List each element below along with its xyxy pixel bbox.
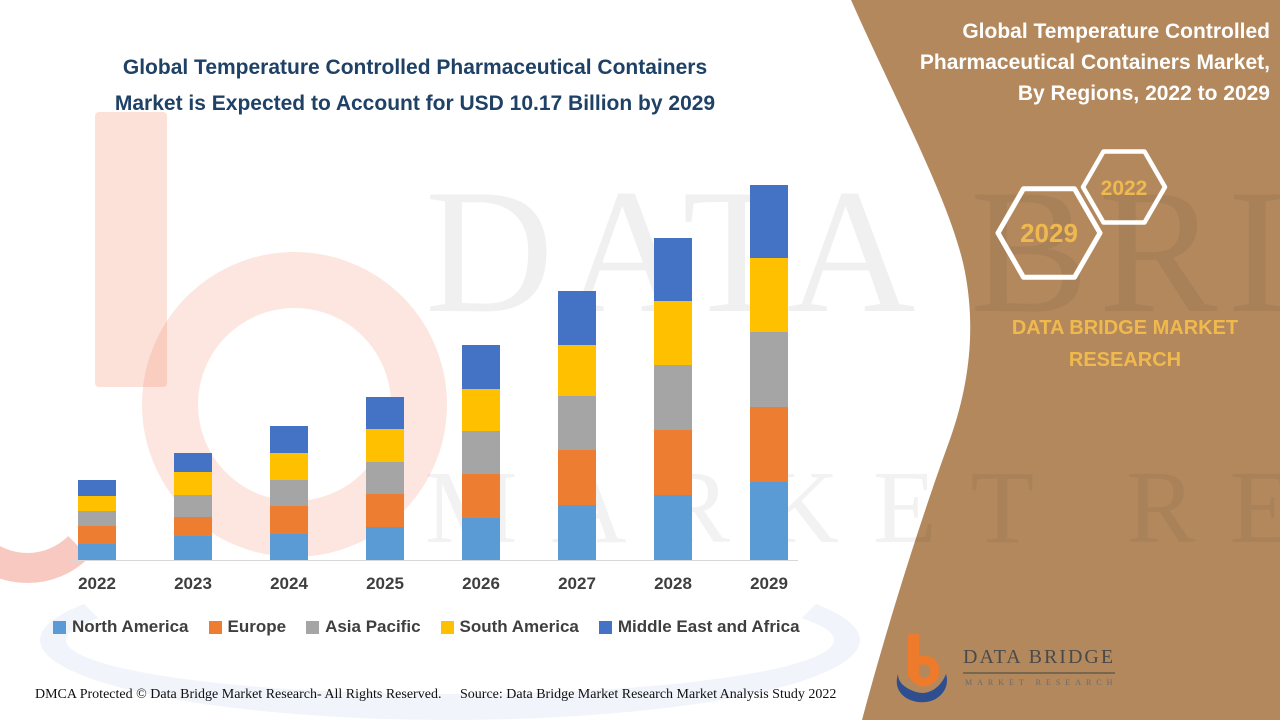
legend-swatch-icon [208, 620, 222, 634]
legend-swatch-icon [440, 620, 454, 634]
footer-source-text: Source: Data Bridge Market Research Mark… [460, 687, 837, 702]
bar-segment-2026-north-america [462, 518, 500, 561]
x-axis-label-2026: 2026 [462, 574, 500, 593]
bar-segment-2022-europe [78, 526, 116, 544]
legend-swatch-icon [306, 620, 320, 634]
bar-segment-2027-middle-east-and-africa [558, 291, 596, 345]
bar-2026 [462, 345, 500, 561]
bar-segment-2026-south-america [462, 389, 500, 431]
logo-subtext: MARKET RESEARCH [965, 678, 1118, 687]
legend-item-middle-east-and-africa: Middle East and Africa [598, 617, 800, 637]
brand-text: DATA BRIDGE MARKET RESEARCH [1011, 317, 1239, 371]
x-axis-label-2025: 2025 [366, 574, 404, 593]
bar-segment-2022-middle-east-and-africa [78, 480, 116, 496]
bar-segment-2025-europe [366, 494, 404, 527]
bar-segment-2025-asia-pacific [366, 462, 404, 494]
bar-segment-2029-europe [750, 407, 788, 482]
x-axis-label-2029: 2029 [750, 574, 788, 593]
bar-segment-2024-south-america [270, 453, 308, 480]
legend-label: Asia Pacific [325, 617, 421, 636]
bar-segment-2024-middle-east-and-africa [270, 426, 308, 453]
legend-item-europe: Europe [208, 617, 287, 637]
bar-segment-2029-asia-pacific [750, 332, 788, 407]
legend-swatch-icon [53, 620, 66, 634]
bar-segment-2024-north-america [270, 534, 308, 561]
footer-dmca-text: DMCA Protected © Data Bridge Market Rese… [35, 687, 442, 702]
bar-segment-2026-middle-east-and-africa [462, 345, 500, 389]
bar-segment-2025-south-america [366, 429, 404, 462]
bar-segment-2028-south-america [654, 301, 692, 365]
bar-segment-2028-middle-east-and-africa [654, 238, 692, 301]
x-axis-label-2022: 2022 [78, 574, 116, 593]
bar-segment-2027-south-america [558, 345, 596, 396]
x-axis-line [72, 560, 798, 561]
bar-2029 [750, 185, 788, 561]
bar-segment-2027-asia-pacific [558, 396, 596, 450]
bar-segment-2025-north-america [366, 527, 404, 561]
bar-segment-2022-asia-pacific [78, 511, 116, 526]
bar-segment-2027-north-america [558, 505, 596, 561]
bar-segment-2023-asia-pacific [174, 495, 212, 517]
legend-label: Middle East and Africa [617, 617, 800, 636]
bar-segment-2023-middle-east-and-africa [174, 453, 212, 472]
legend-label: Europe [227, 617, 287, 636]
bar-segment-2027-europe [558, 450, 596, 505]
bar-segment-2029-south-america [750, 258, 788, 332]
bar-segment-2023-europe [174, 517, 212, 536]
sidebar-title: Global Temperature Controlled Pharmaceut… [919, 20, 1270, 105]
bar-segment-2022-south-america [78, 496, 116, 511]
legend-swatch-icon [598, 620, 612, 634]
bar-segment-2024-asia-pacific [270, 480, 308, 506]
bar-segment-2026-asia-pacific [462, 431, 500, 474]
bar-segment-2028-europe [654, 430, 692, 495]
x-axis-label-2027: 2027 [558, 574, 596, 593]
bar-segment-2023-south-america [174, 472, 212, 495]
x-axis-label-2028: 2028 [654, 574, 692, 593]
bar-segment-2025-middle-east-and-africa [366, 397, 404, 429]
bar-segment-2028-asia-pacific [654, 365, 692, 430]
x-axis-label-2024: 2024 [270, 574, 308, 593]
bar-2025 [366, 397, 404, 561]
legend-item-north-america: North America [53, 617, 189, 637]
bar-2024 [270, 426, 308, 561]
bar-2023 [174, 453, 212, 561]
bar-segment-2023-north-america [174, 536, 212, 561]
bar-segment-2028-north-america [654, 495, 692, 561]
bar-2028 [654, 238, 692, 561]
chart-title: Global Temperature Controlled Pharmaceut… [114, 56, 716, 115]
bar-2027 [558, 291, 596, 561]
bar-segment-2029-middle-east-and-africa [750, 185, 788, 258]
legend: North America Europe Asia Pacific South Ame… [53, 617, 800, 637]
bar-segment-2029-north-america [750, 482, 788, 561]
legend-label: South America [459, 617, 579, 636]
bar-segment-2024-europe [270, 506, 308, 534]
legend-item-south-america: South America [440, 617, 579, 637]
bar-2022 [78, 480, 116, 561]
legend-item-asia-pacific: Asia Pacific [306, 617, 421, 637]
x-axis-label-2023: 2023 [174, 574, 212, 593]
bar-segment-2026-europe [462, 474, 500, 518]
data-bridge-logo-icon [896, 634, 948, 703]
legend-label: North America [72, 617, 189, 636]
bar-segment-2022-north-america [78, 544, 116, 561]
logo-wordmark: DATA BRIDGE [963, 646, 1116, 674]
